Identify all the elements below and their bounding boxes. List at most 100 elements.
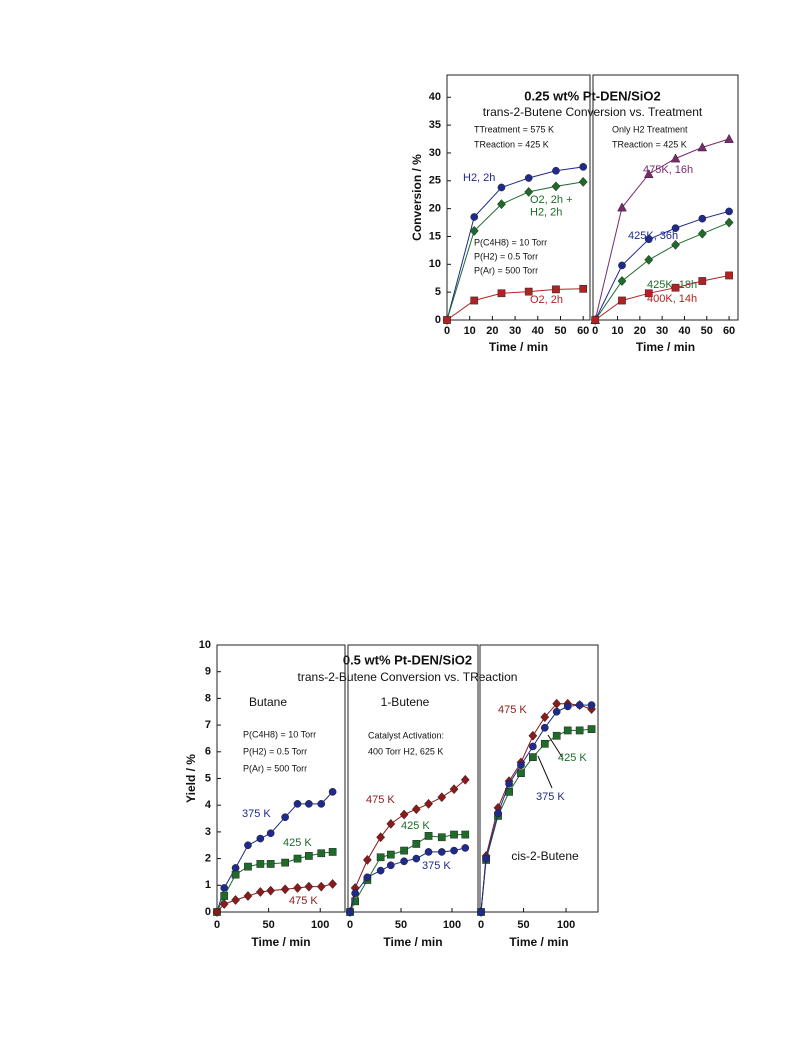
- marker: [424, 798, 433, 809]
- marker: [505, 779, 513, 788]
- marker: [540, 712, 550, 723]
- x-tick-label: 20: [486, 325, 498, 337]
- y-tick-label: 35: [429, 119, 441, 131]
- marker: [497, 289, 506, 298]
- marker: [482, 854, 490, 863]
- marker: [376, 832, 386, 843]
- x-tick-label: 50: [262, 919, 274, 931]
- x-tick-label: 60: [723, 325, 735, 337]
- arrows: [537, 734, 563, 789]
- x-tick-label: 40: [678, 325, 690, 337]
- marker: [351, 897, 359, 906]
- series-label: 475K, 16h: [643, 164, 693, 176]
- y-tick-label: 40: [429, 91, 441, 103]
- marker: [266, 860, 275, 868]
- annotation: TTreatment = 575 K: [474, 124, 554, 134]
- marker: [231, 864, 240, 872]
- series-line: [594, 222, 730, 321]
- y-tick-label: 10: [429, 258, 441, 270]
- marker: [529, 742, 537, 751]
- marker: [256, 860, 265, 868]
- annotation: Only H2 Treatment: [612, 124, 688, 134]
- marker: [317, 800, 326, 808]
- marker: [552, 166, 560, 175]
- series: [213, 848, 337, 916]
- y-tick-label: 15: [429, 230, 441, 242]
- annotation: P(H2) = 0.5 Torr: [243, 746, 307, 756]
- series-label: 425 K: [283, 837, 312, 849]
- marker: [412, 840, 421, 848]
- x-axis-label: Time / min: [251, 935, 310, 949]
- series-line: [594, 138, 730, 321]
- marker: [591, 316, 600, 324]
- series-line: [349, 834, 466, 913]
- marker: [497, 183, 506, 192]
- y-tick-label: 0: [205, 906, 211, 918]
- marker: [618, 261, 626, 270]
- marker: [281, 858, 289, 867]
- annotation: P(Ar) = 500 Torr: [243, 763, 307, 773]
- panel-title: Butane: [249, 695, 287, 709]
- marker: [244, 841, 252, 850]
- y-tick-label: 1: [205, 879, 211, 891]
- arrow: [537, 755, 553, 789]
- series-label: 475 K: [498, 704, 527, 716]
- marker: [212, 907, 222, 917]
- x-tick-label: 100: [311, 919, 329, 931]
- marker: [671, 283, 680, 292]
- marker: [376, 866, 385, 875]
- marker: [293, 854, 302, 863]
- marker: [587, 725, 596, 733]
- marker: [328, 878, 338, 889]
- series-label: 425 K: [401, 820, 430, 832]
- series-line: [446, 288, 584, 321]
- marker: [243, 891, 253, 901]
- marker: [363, 873, 372, 882]
- marker: [587, 701, 596, 709]
- marker: [497, 199, 506, 210]
- panel-title: 1-Butene: [381, 695, 430, 709]
- marker: [266, 885, 276, 896]
- series-label: 400K, 14h: [647, 293, 697, 305]
- marker: [450, 846, 458, 855]
- marker: [617, 276, 627, 286]
- y-tick-label: 4: [205, 799, 212, 811]
- marker: [386, 818, 396, 829]
- marker: [328, 788, 337, 796]
- series: [442, 176, 588, 325]
- series-line: [446, 181, 584, 321]
- marker: [575, 726, 584, 735]
- marker: [524, 287, 533, 296]
- series-line: [594, 275, 730, 321]
- marker: [256, 834, 265, 843]
- marker: [316, 881, 326, 892]
- marker: [578, 176, 588, 187]
- x-tick-label: 10: [464, 325, 476, 337]
- marker: [579, 284, 588, 293]
- x-tick-label: 100: [443, 919, 461, 931]
- x-tick-label: 0: [478, 919, 484, 931]
- x-tick-label: 50: [554, 325, 566, 337]
- marker: [470, 213, 479, 221]
- marker: [424, 832, 433, 840]
- series-label: 425 K: [558, 752, 587, 764]
- marker: [698, 214, 707, 223]
- panel-frame: [347, 644, 479, 913]
- marker: [477, 908, 485, 916]
- marker: [671, 224, 680, 232]
- annotation: TReaction = 425 K: [474, 139, 549, 149]
- marker: [579, 163, 588, 171]
- marker: [220, 884, 229, 892]
- x-tick-label: 0: [444, 325, 450, 337]
- y-axis-label: Yield / %: [184, 754, 198, 803]
- marker: [346, 908, 354, 916]
- marker: [386, 861, 395, 870]
- marker: [505, 788, 513, 796]
- annotation: 400 Torr H2, 625 K: [368, 746, 443, 756]
- marker: [400, 857, 408, 866]
- annotation: Catalyst Activation:: [368, 730, 444, 740]
- marker: [305, 852, 313, 860]
- marker: [443, 316, 451, 324]
- series: [346, 844, 470, 916]
